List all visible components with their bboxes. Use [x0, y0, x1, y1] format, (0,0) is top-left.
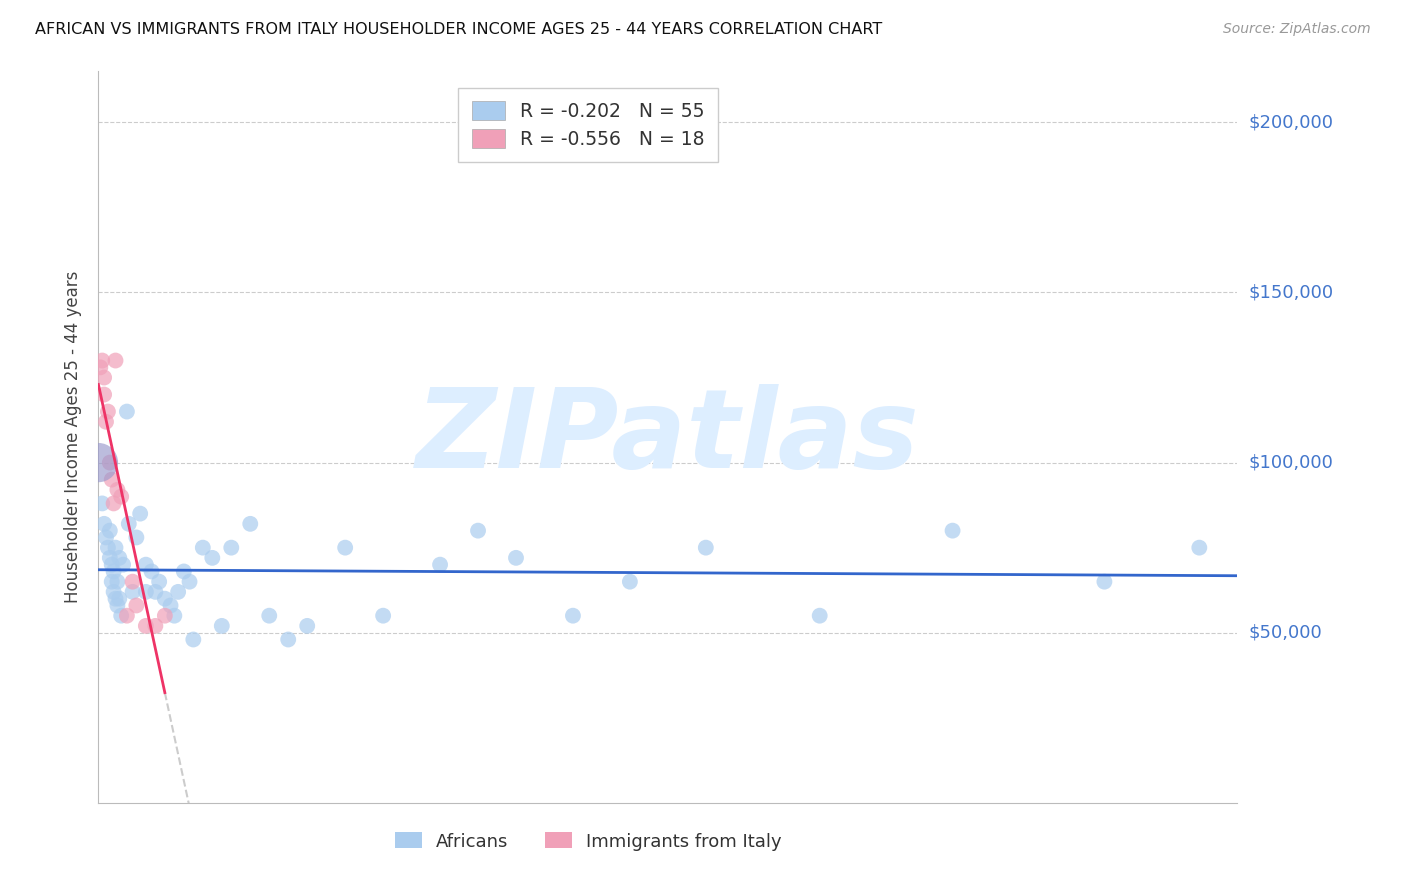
Point — [125, 599, 148, 613]
Point — [129, 507, 152, 521]
Point — [108, 550, 131, 565]
Point — [98, 524, 121, 538]
Point — [695, 541, 717, 555]
Point — [145, 585, 167, 599]
Point — [89, 360, 111, 375]
Point — [135, 558, 157, 572]
Point — [107, 599, 129, 613]
Point — [277, 632, 299, 647]
Point — [335, 541, 357, 555]
Point — [163, 608, 186, 623]
Point — [505, 550, 527, 565]
Point — [125, 531, 148, 545]
Point — [93, 516, 115, 531]
Point — [103, 585, 125, 599]
Point — [121, 585, 143, 599]
Point — [107, 483, 129, 497]
Point — [135, 619, 157, 633]
Point — [121, 574, 143, 589]
Point — [115, 608, 138, 623]
Point — [1188, 541, 1211, 555]
Point — [93, 387, 115, 401]
Point — [191, 541, 214, 555]
Point — [87, 456, 110, 470]
Point — [110, 608, 132, 623]
Point — [619, 574, 641, 589]
Point — [100, 574, 122, 589]
Point — [100, 558, 122, 572]
Point — [153, 591, 176, 606]
Point — [259, 608, 281, 623]
Point — [1094, 574, 1116, 589]
Point — [221, 541, 243, 555]
Point — [97, 541, 120, 555]
Point — [115, 404, 138, 418]
Text: ZIPatlas: ZIPatlas — [416, 384, 920, 491]
Point — [103, 565, 125, 579]
Text: $50,000: $50,000 — [1249, 624, 1322, 641]
Point — [110, 490, 132, 504]
Point — [562, 608, 585, 623]
Point — [467, 524, 489, 538]
Point — [141, 565, 163, 579]
Point — [211, 619, 233, 633]
Text: Source: ZipAtlas.com: Source: ZipAtlas.com — [1223, 22, 1371, 37]
Point — [297, 619, 319, 633]
Point — [153, 608, 176, 623]
Point — [93, 370, 115, 384]
Point — [148, 574, 170, 589]
Text: AFRICAN VS IMMIGRANTS FROM ITALY HOUSEHOLDER INCOME AGES 25 - 44 YEARS CORRELATI: AFRICAN VS IMMIGRANTS FROM ITALY HOUSEHO… — [35, 22, 883, 37]
Point — [942, 524, 965, 538]
Point — [98, 456, 121, 470]
Point — [94, 415, 117, 429]
Point — [98, 550, 121, 565]
Point — [159, 599, 181, 613]
Point — [91, 353, 114, 368]
Point — [94, 531, 117, 545]
Point — [118, 516, 141, 531]
Point — [173, 565, 195, 579]
Point — [104, 541, 127, 555]
Point — [179, 574, 201, 589]
Point — [108, 591, 131, 606]
Point — [371, 608, 394, 623]
Text: $200,000: $200,000 — [1249, 113, 1333, 131]
Point — [183, 632, 205, 647]
Point — [97, 404, 120, 418]
Point — [107, 574, 129, 589]
Point — [239, 516, 262, 531]
Point — [429, 558, 451, 572]
Point — [201, 550, 224, 565]
Point — [91, 496, 114, 510]
Point — [104, 353, 127, 368]
Point — [112, 558, 135, 572]
Point — [167, 585, 190, 599]
Point — [145, 619, 167, 633]
Text: $100,000: $100,000 — [1249, 454, 1333, 472]
Point — [100, 473, 122, 487]
Y-axis label: Householder Income Ages 25 - 44 years: Householder Income Ages 25 - 44 years — [63, 271, 82, 603]
Point — [104, 591, 127, 606]
Text: $150,000: $150,000 — [1249, 284, 1333, 301]
Legend: Africans, Immigrants from Italy: Africans, Immigrants from Italy — [385, 823, 790, 860]
Point — [135, 585, 157, 599]
Point — [103, 496, 125, 510]
Point — [808, 608, 831, 623]
